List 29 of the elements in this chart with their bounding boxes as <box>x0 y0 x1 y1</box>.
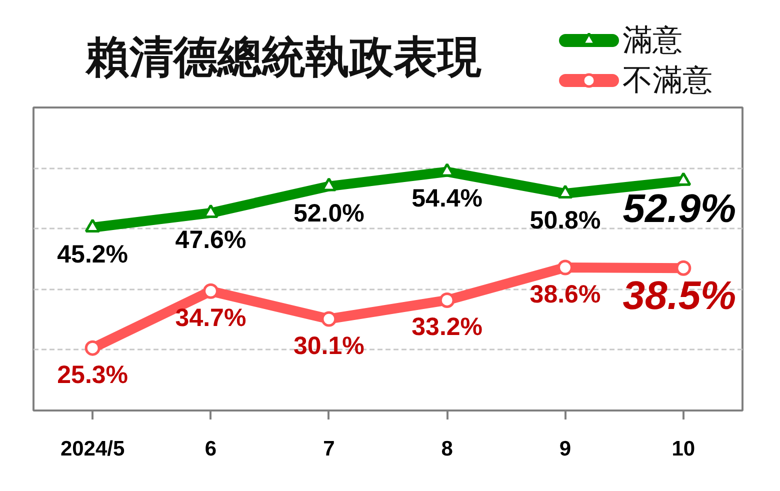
data-label: 33.2% <box>412 313 483 342</box>
point <box>558 260 573 276</box>
chart-title: 賴清德總統執政表現 <box>84 32 482 83</box>
point <box>439 292 455 308</box>
point <box>84 340 100 356</box>
legend-label: 不滿意 <box>622 63 712 98</box>
x-tick-label: 9 <box>559 438 572 460</box>
data-label: 38.6% <box>530 280 601 308</box>
data-label: 45.2% <box>57 240 128 268</box>
point <box>203 283 218 299</box>
data-label: 47.6% <box>175 226 246 254</box>
point <box>321 311 337 327</box>
x-tick-label: 10 <box>672 438 696 460</box>
legend-label: 滿意 <box>622 23 682 58</box>
data-label: 54.4% <box>412 184 483 213</box>
point <box>676 260 692 276</box>
x-tick-label: 8 <box>441 438 454 460</box>
data-label: 52.9% <box>622 186 736 231</box>
x-tick-label: 7 <box>323 438 335 460</box>
point <box>558 184 573 199</box>
data-label: 34.7% <box>175 304 246 332</box>
data-label: 30.1% <box>293 332 364 360</box>
data-label: 52.0% <box>293 199 364 228</box>
data-label: 50.8% <box>530 206 601 235</box>
point <box>84 218 100 232</box>
data-label: 38.5% <box>622 274 736 318</box>
data-label: 25.3% <box>57 361 128 390</box>
x-tick-label: 6 <box>204 438 217 460</box>
x-tick-label: 2024/5 <box>60 438 126 460</box>
